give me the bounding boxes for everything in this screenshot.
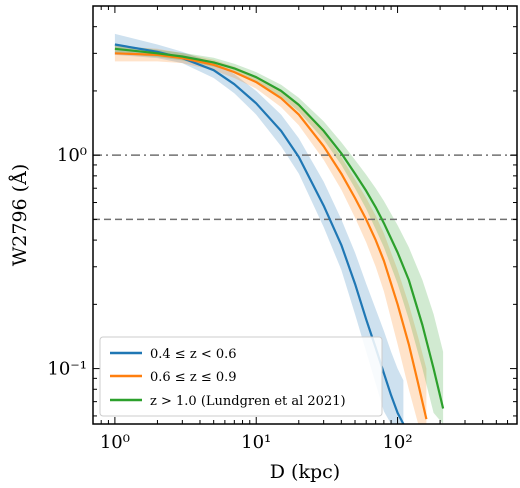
x-tick-label: 10⁰: [100, 432, 130, 453]
legend-label-mid-z: 0.6 ≤ z ≤ 0.9: [150, 370, 237, 385]
reference-lines: [93, 154, 517, 221]
confidence-band-1: [114, 45, 427, 424]
series-line-0: [114, 43, 405, 424]
series-line-2: [114, 47, 445, 409]
axis-ticks: 10⁰ 10¹ 10² 10⁻¹ 10⁰: [47, 5, 518, 453]
y-tick-label: 10⁻¹: [47, 359, 87, 380]
x-tick-label: 10¹: [241, 432, 271, 453]
legend: 0.4 ≤ z < 0.6 0.6 ≤ z ≤ 0.9 z > 1.0 (Lun…: [99, 336, 383, 417]
x-axis-label: D (kpc): [270, 461, 340, 483]
plot-frame: [92, 5, 518, 425]
series-lines: [114, 43, 445, 424]
series-line-1: [114, 52, 428, 420]
y-axis-label: W2796 (Å): [9, 164, 31, 266]
confidence-band-0: [114, 33, 404, 424]
y-tick-label: 10⁰: [57, 145, 87, 166]
legend-box: [99, 336, 383, 417]
confidence-bands: [114, 33, 444, 424]
x-tick-label: 10²: [382, 432, 412, 453]
legend-label-high-z: z > 1.0 (Lundgren et al 2021): [150, 394, 346, 409]
legend-label-low-z: 0.4 ≤ z < 0.6: [150, 347, 237, 362]
